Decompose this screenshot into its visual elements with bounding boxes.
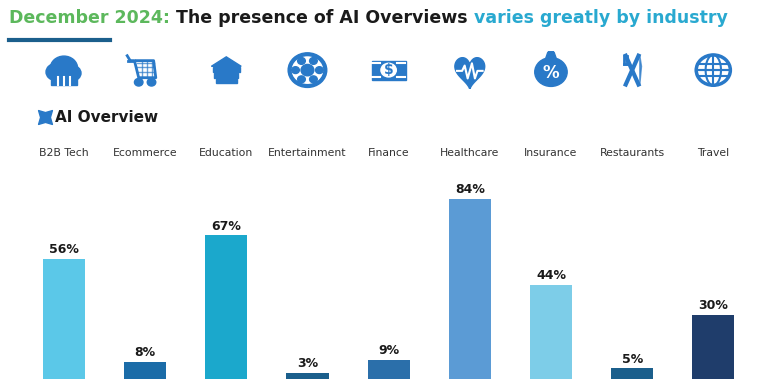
Text: Entertainment: Entertainment: [268, 149, 347, 158]
Text: 30%: 30%: [698, 299, 728, 312]
Text: 5%: 5%: [622, 353, 643, 366]
Bar: [287, 373, 328, 379]
Text: Travel: Travel: [697, 149, 729, 158]
Text: The presence of AI Overviews: The presence of AI Overviews: [176, 9, 474, 27]
Point: [39, 114, 51, 121]
Polygon shape: [211, 57, 242, 66]
Circle shape: [134, 78, 143, 86]
Bar: [216, 79, 237, 83]
Bar: [213, 67, 239, 72]
Text: varies greatly by industry: varies greatly by industry: [474, 9, 728, 27]
Polygon shape: [548, 51, 555, 53]
Circle shape: [292, 67, 299, 74]
Polygon shape: [546, 53, 556, 58]
Text: B2B Tech: B2B Tech: [39, 149, 88, 158]
Text: Insurance: Insurance: [524, 149, 578, 158]
Text: Healthcare: Healthcare: [440, 149, 499, 158]
Text: 9%: 9%: [378, 344, 399, 357]
Text: 56%: 56%: [49, 243, 79, 257]
Circle shape: [301, 64, 314, 76]
Circle shape: [298, 76, 306, 83]
Bar: [611, 368, 653, 379]
Bar: [367, 360, 410, 379]
Circle shape: [50, 56, 78, 80]
Polygon shape: [640, 56, 642, 85]
Text: 67%: 67%: [211, 220, 242, 233]
Bar: [205, 235, 248, 379]
Text: 84%: 84%: [455, 183, 485, 196]
Text: Ecommerce: Ecommerce: [113, 149, 178, 158]
Circle shape: [315, 67, 323, 74]
Text: 3%: 3%: [297, 357, 318, 370]
Bar: [214, 73, 239, 78]
Text: 44%: 44%: [536, 269, 566, 282]
Bar: [124, 362, 166, 379]
Text: Finance: Finance: [368, 149, 409, 158]
Circle shape: [46, 64, 65, 80]
Text: AI Overview: AI Overview: [55, 110, 158, 125]
Bar: [449, 199, 491, 379]
Circle shape: [147, 78, 155, 86]
Circle shape: [298, 58, 306, 64]
Text: Restaurants: Restaurants: [600, 149, 664, 158]
Text: Education: Education: [199, 149, 254, 158]
Text: December 2024:: December 2024:: [9, 9, 176, 27]
Text: %: %: [543, 64, 559, 82]
Circle shape: [309, 58, 317, 64]
Bar: [51, 77, 77, 85]
Text: 8%: 8%: [135, 346, 155, 359]
Circle shape: [381, 63, 396, 77]
Circle shape: [535, 58, 567, 86]
Text: $: $: [384, 63, 393, 77]
Bar: [530, 285, 572, 379]
Bar: [692, 315, 735, 379]
Bar: [372, 61, 405, 80]
Bar: [43, 259, 85, 379]
Circle shape: [64, 66, 81, 81]
Circle shape: [309, 76, 317, 83]
Polygon shape: [455, 58, 485, 90]
